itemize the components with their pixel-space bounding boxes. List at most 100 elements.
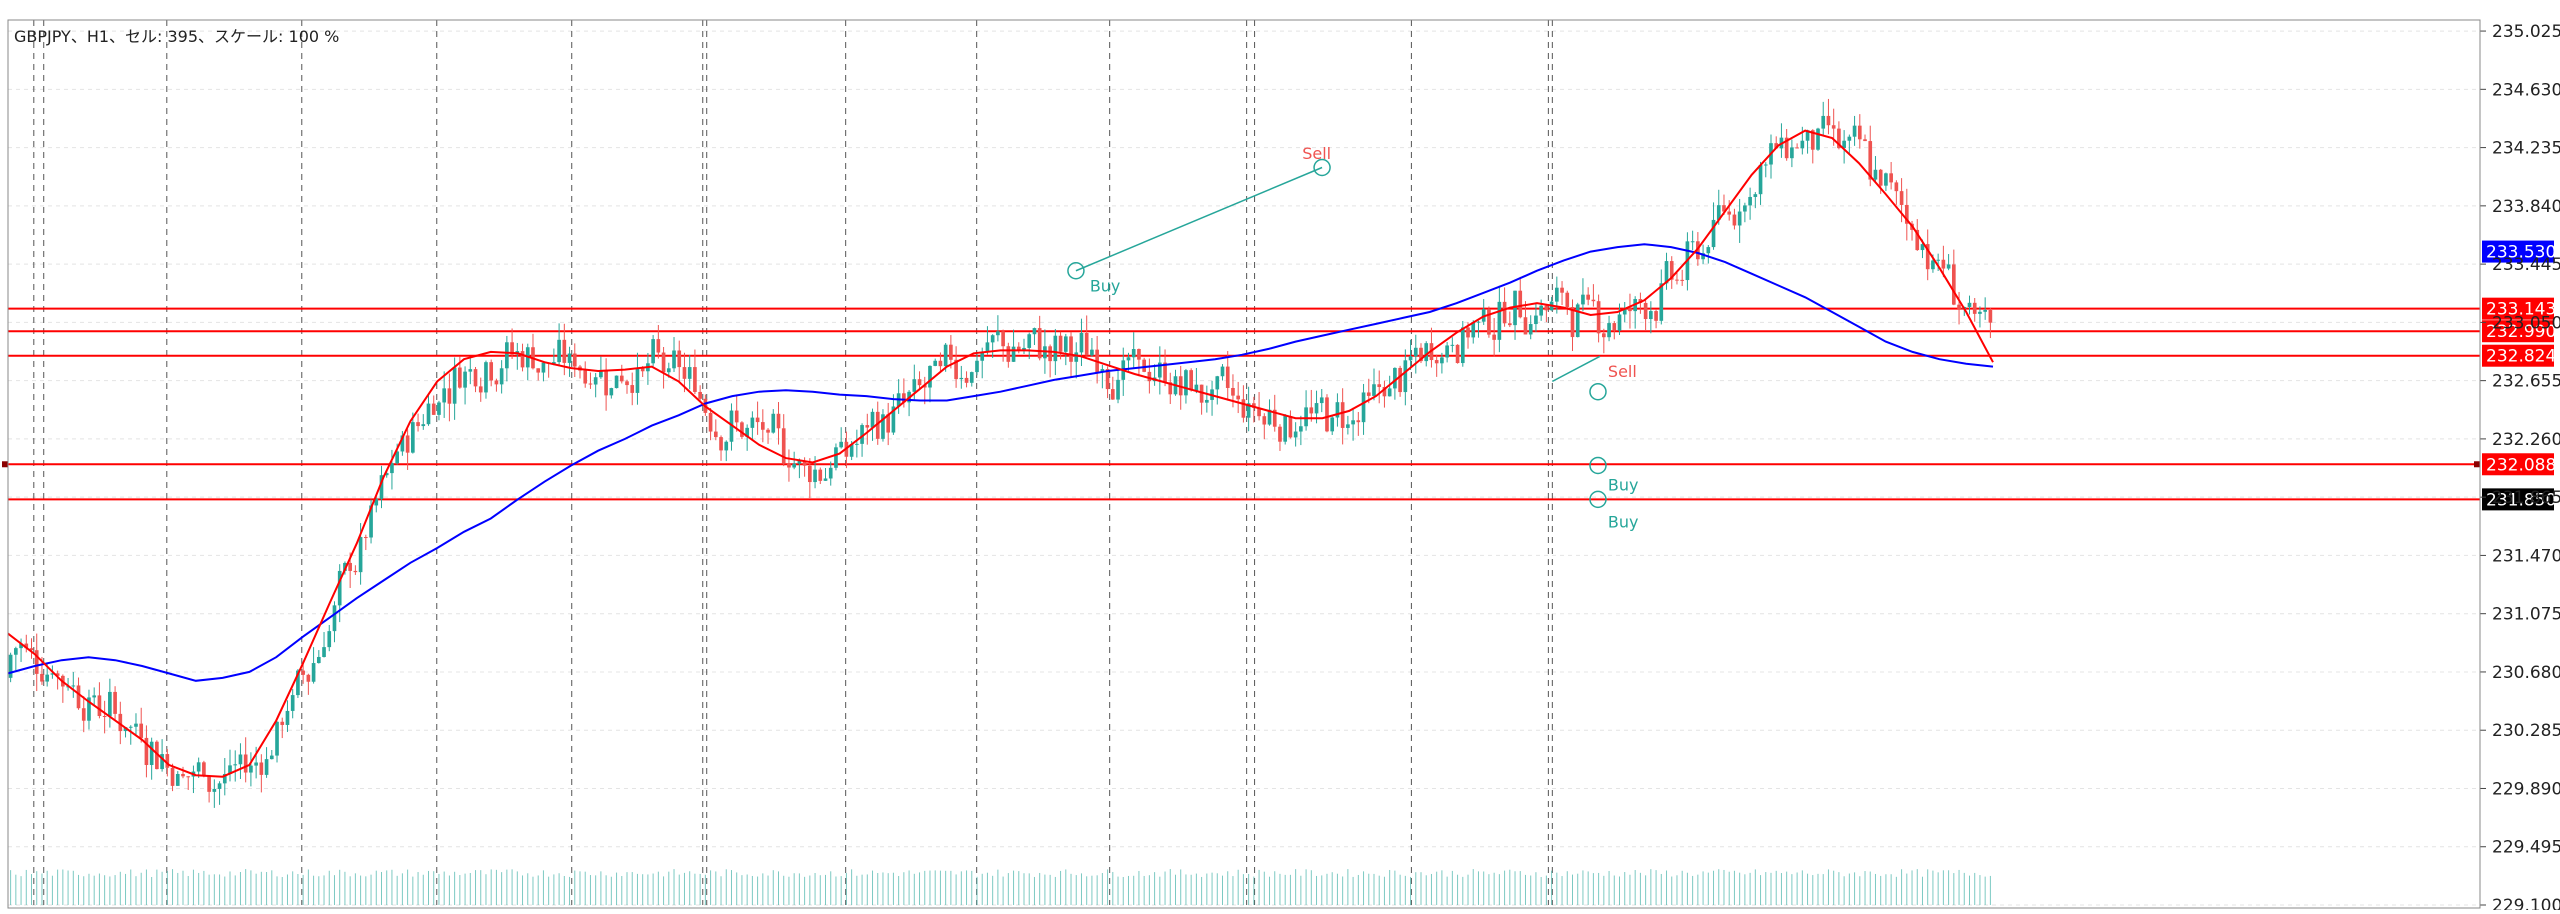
candle-body [1523,317,1528,335]
candle-body [693,367,697,392]
candle-body [40,673,44,682]
candle-body [1863,139,1867,142]
candle-body [1581,294,1585,305]
candle-body [776,413,781,429]
candle-body [928,365,932,388]
ma-slow-line [7,243,1994,682]
candle-body [640,368,645,372]
candle-body [996,331,1000,336]
level-marker-right [2474,461,2480,468]
candle-body [1690,241,1695,243]
candle-body [264,759,269,775]
candle-body [1816,128,1820,150]
candle-body [1753,194,1758,197]
candle-body [698,391,702,399]
candle-body [233,764,238,766]
price-tick-label: 229.100 [2492,896,2560,910]
candle-body [520,351,525,368]
candle-body [269,755,274,760]
candle-body [949,344,953,360]
candle-body [395,451,399,464]
level-label-box [2482,453,2554,476]
candle-body [1878,169,1883,186]
candle-body [1231,387,1235,396]
candle-body [494,380,499,385]
candle-body [489,362,494,381]
candle-body [1706,247,1711,254]
price-tick-label: 231.470 [2492,546,2560,566]
candle-body [1784,137,1789,159]
candle-body [478,386,483,393]
candle-body [604,371,608,396]
candle-body [1857,125,1862,140]
price-tick-label: 231.865 [2492,488,2560,508]
candle-body [881,414,885,439]
candle-body [1283,415,1288,442]
candle-body [1074,352,1079,362]
candle-body [964,377,969,383]
candle-body [1946,264,1951,269]
candle-body [808,465,812,483]
candle-body [165,754,170,768]
chart-frame [7,19,2481,909]
candle-body [771,413,776,433]
candle-body [1821,115,1826,129]
candle-body [661,352,666,373]
candle-body [536,368,541,373]
buy-signal-label: Buy [1608,476,1639,495]
candle-body [149,741,154,766]
horizontal-levels [2,307,2480,501]
candle-body [175,773,180,786]
candle-body [1727,211,1732,215]
candle-body [348,562,352,571]
candle-body [802,460,807,466]
candle-body [1356,420,1361,423]
candle-body [1001,331,1005,347]
candle-body [1131,349,1136,358]
candle-body [1602,333,1606,338]
candle-body [1413,347,1418,357]
candle-body [1649,311,1653,320]
candle-body [1513,290,1517,326]
candle-body [666,368,671,373]
candle-body [1063,336,1068,352]
candle-body [1957,304,1961,309]
candle-body [865,425,870,428]
candle-body [1889,173,1893,183]
candle-body [541,362,546,373]
candle-body [1502,301,1507,324]
candle-body [1716,205,1721,220]
candle-body [1669,261,1674,280]
candle-body [217,783,222,789]
candle-body [969,372,974,383]
candle-body [719,437,723,451]
candle-body [1205,399,1209,403]
level-label: 232.824 [2486,347,2556,367]
candles-layer [8,98,1993,808]
candle-body [1163,362,1167,383]
candle-body [87,697,91,721]
signal-circle [1589,456,1607,475]
candle-body [1450,344,1455,346]
candle-body [296,670,300,696]
candle-body [1925,244,1930,270]
candle-body [1293,431,1298,438]
candle-body [886,414,891,433]
candle-body [583,370,588,384]
candle-body [1790,147,1794,159]
candle-body [1570,307,1575,338]
candle-body [1011,346,1016,362]
candle-body [855,443,859,445]
candle-body [677,350,682,368]
candle-body [724,441,729,451]
ma-fast-line [7,129,1994,778]
candle-body [1758,165,1763,195]
price-tick-label: 232.655 [2492,372,2560,392]
candle-body [1027,334,1032,348]
candle-body [1053,335,1058,362]
price-tick-label: 233.050 [2492,313,2560,333]
candle-body [1622,308,1627,315]
candle-body [985,342,990,353]
candle-body [1774,143,1779,149]
